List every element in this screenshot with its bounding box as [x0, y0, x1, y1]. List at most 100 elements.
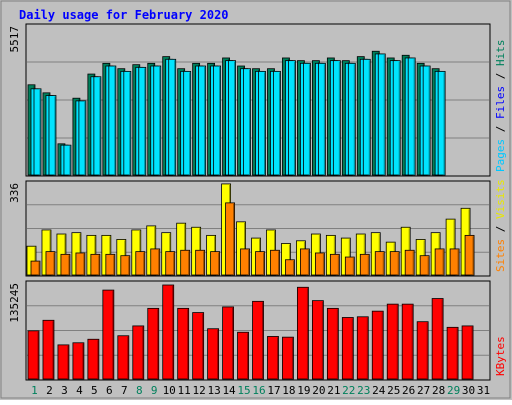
bar-pages-day-10 [168, 58, 177, 176]
bar-kbytes-day-28 [431, 298, 444, 380]
x-tick-label: 19 [297, 384, 310, 397]
bar-pages-day-21 [332, 60, 341, 176]
bar-kbytes-day-3 [57, 344, 70, 380]
x-tick-label: 21 [327, 384, 340, 397]
x-tick-label: 11 [178, 384, 191, 397]
series-sites [30, 202, 475, 276]
bar-pages-day-19 [303, 62, 311, 176]
bar-sites-day-1 [30, 260, 41, 276]
bar-sites-day-6 [105, 253, 116, 276]
bar-kbytes-day-22 [341, 317, 354, 380]
bar-kbytes-day-23 [356, 316, 369, 380]
x-tick-label: 22 [342, 384, 355, 397]
bar-kbytes-day-7 [117, 335, 130, 380]
series-axis-label-part: Files [494, 86, 507, 119]
bar-pages-day-9 [153, 65, 162, 176]
bar-kbytes-day-19 [297, 286, 309, 380]
bar-pages-day-23 [362, 58, 371, 176]
bar-kbytes-day-15 [237, 331, 249, 380]
x-tick-label: 9 [151, 384, 158, 397]
bar-pages-day-8 [138, 66, 147, 176]
x-tick-label: 5 [91, 384, 98, 397]
bar-kbytes-day-25 [386, 303, 399, 380]
bar-sites-day-7 [120, 255, 131, 276]
bar-kbytes-day-5 [87, 338, 100, 380]
bar-pages-day-17 [273, 70, 281, 176]
bar-kbytes-day-18 [282, 336, 294, 380]
bar-pages-day-2 [48, 95, 57, 176]
x-tick-label: 17 [267, 384, 280, 397]
bar-pages-day-26 [407, 57, 416, 176]
bar-pages-day-16 [258, 70, 266, 176]
bar-kbytes-day-8 [132, 325, 145, 380]
y-max-label: 5517 [8, 26, 21, 53]
x-tick-label: 1 [31, 384, 38, 397]
bar-sites-day-24 [374, 251, 385, 276]
bar-sites-day-30 [464, 234, 475, 276]
chart-panels: 5517 Pages / Files / Hits 336 Sites / Visit… [8, 23, 507, 381]
series-axis-label: Sites / Visits [494, 179, 507, 272]
bar-sites-day-15 [240, 248, 250, 276]
bar-kbytes-day-30 [461, 325, 474, 380]
bar-pages-day-4 [78, 100, 87, 176]
bar-kbytes-day-1 [27, 330, 40, 380]
bar-pages-day-12 [198, 65, 207, 176]
bar-pages-day-25 [392, 60, 401, 176]
bar-pages-day-18 [288, 60, 296, 176]
x-tick-label: 4 [76, 384, 83, 397]
x-tick-label: 14 [222, 384, 236, 397]
x-tick-label: 23 [357, 384, 370, 397]
bar-sites-day-8 [135, 251, 146, 276]
bar-pages-day-20 [317, 62, 326, 176]
bar-sites-day-4 [75, 252, 86, 276]
bar-sites-day-14 [225, 202, 235, 276]
x-tick-label: 12 [193, 384, 206, 397]
bar-pages-day-24 [377, 53, 386, 176]
y-max-label: 135245 [8, 283, 21, 323]
x-tick-label: 25 [387, 384, 400, 397]
bar-sites-day-19 [300, 248, 310, 276]
bar-kbytes-day-9 [147, 307, 160, 380]
x-tick-label: 27 [417, 384, 430, 397]
bar-kbytes-day-4 [72, 342, 85, 380]
chart-title: Daily usage for February 2020 [19, 8, 229, 22]
bar-sites-day-5 [90, 253, 101, 276]
bar-sites-day-18 [285, 259, 295, 276]
series-axis-label-part: / [494, 119, 507, 139]
x-tick-label: 3 [61, 384, 68, 397]
series-axis-label: KBytes [494, 336, 507, 376]
bar-sites-day-17 [270, 249, 280, 276]
x-tick-label: 13 [207, 384, 220, 397]
panel-visits-sites: 336 Sites / Visits [8, 179, 507, 277]
bar-pages-day-3 [63, 144, 72, 176]
bar-kbytes-day-11 [177, 307, 190, 380]
series-axis-label-part: Visits [494, 179, 507, 219]
bar-kbytes-day-27 [416, 321, 429, 380]
series-kbytes [27, 284, 474, 380]
bar-kbytes-day-12 [192, 312, 205, 380]
bar-sites-day-20 [314, 252, 325, 276]
bar-sites-day-25 [389, 251, 400, 276]
series-axis-label-part: KBytes [494, 336, 507, 376]
bar-kbytes-day-20 [311, 300, 324, 380]
bar-sites-day-3 [60, 253, 71, 276]
bar-sites-day-22 [344, 256, 355, 276]
bar-sites-day-13 [210, 251, 221, 276]
panel-hits-files-pages: 5517 Pages / Files / Hits [8, 23, 507, 177]
x-tick-label: 18 [282, 384, 295, 397]
bar-sites-day-9 [150, 248, 161, 276]
x-tick-label: 24 [372, 384, 386, 397]
x-tick-label: 2 [46, 384, 53, 397]
x-tick-label: 8 [136, 384, 143, 397]
bar-kbytes-day-17 [267, 336, 279, 380]
series-axis-label-part: Hits [494, 40, 507, 67]
x-tick-label: 16 [252, 384, 265, 397]
bar-pages-day-13 [213, 65, 222, 176]
x-tick-label: 10 [163, 384, 176, 397]
series-axis-label-part: Pages [494, 139, 507, 172]
bar-kbytes-day-6 [102, 289, 115, 380]
bar-pages-day-5 [93, 76, 102, 176]
